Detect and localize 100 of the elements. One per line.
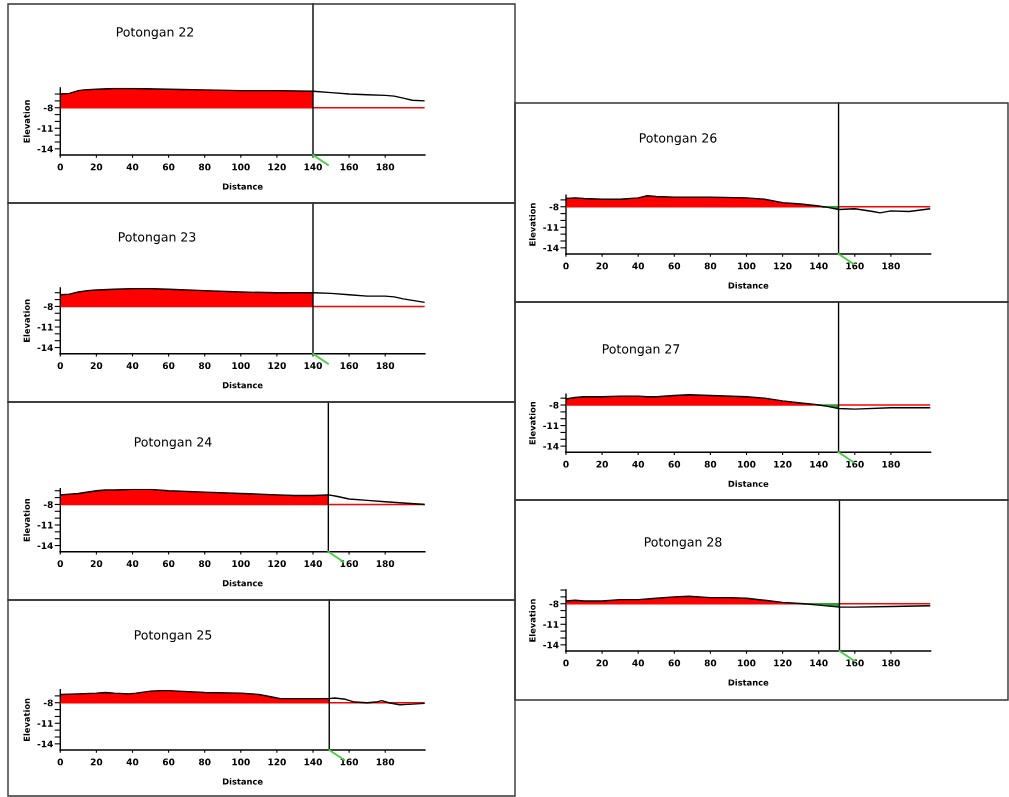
x-tick-label: 120	[774, 659, 792, 667]
x-tick-label: 180	[376, 362, 395, 370]
x-tick-label: 160	[340, 163, 359, 171]
y-tick-label: -14	[37, 542, 53, 549]
chart-title: Potongan 28	[644, 537, 722, 550]
x-tick-label: 140	[810, 659, 828, 667]
x-tick-label: 80	[198, 758, 211, 766]
x-tick-label: 100	[738, 460, 756, 468]
x-tick-label: 20	[90, 163, 103, 171]
x-tick-label: 180	[882, 460, 900, 468]
chart-title: Potongan 25	[134, 630, 212, 643]
x-tick-label: 80	[198, 560, 211, 568]
y-tick-label: -14	[543, 442, 559, 450]
x-tick-label: 20	[596, 460, 608, 468]
y-axis-title: Elevation	[23, 100, 30, 143]
x-tick-label: 20	[596, 659, 608, 667]
x-tick-label: 40	[126, 758, 139, 766]
y-tick-label: -11	[37, 125, 53, 132]
x-tick-label: 40	[126, 362, 139, 370]
x-tick-label: 40	[126, 163, 139, 171]
x-tick-label: 100	[232, 758, 250, 766]
x-tick-label: 120	[774, 460, 792, 468]
x-tick-label: 60	[668, 262, 681, 270]
chart-title: Potongan 23	[118, 232, 196, 245]
x-tick-label: 120	[268, 163, 286, 171]
x-tick-label: 0	[57, 758, 64, 766]
x-tick-label: 160	[846, 262, 864, 270]
x-tick-label: 120	[268, 560, 286, 568]
x-tick-label: 60	[162, 560, 175, 568]
y-tick-label: -14	[543, 244, 559, 252]
x-tick-label: 80	[704, 262, 717, 270]
y-axis-title: Elevation	[23, 299, 30, 342]
x-tick-label: 0	[563, 659, 569, 667]
chart-title: Potongan 22	[116, 27, 194, 40]
y-tick-label: -11	[37, 521, 53, 529]
x-tick-label: 180	[882, 262, 900, 270]
y-tick-label: -8	[549, 600, 559, 608]
x-tick-label: 140	[810, 262, 828, 270]
y-axis-title: Elevation	[529, 203, 536, 246]
x-tick-label: 140	[810, 460, 828, 468]
x-tick-label: 80	[704, 659, 717, 667]
x-tick-label: 20	[90, 362, 103, 370]
x-tick-label: 140	[304, 758, 322, 766]
x-tick-label: 180	[376, 163, 395, 171]
x-tick-label: 40	[632, 262, 645, 270]
x-tick-label: 60	[162, 758, 175, 766]
y-tick-label: -11	[37, 323, 53, 331]
x-tick-label: 160	[846, 659, 864, 667]
x-tick-label: 40	[126, 560, 139, 568]
y-tick-label: -14	[37, 740, 53, 748]
x-tick-label: 40	[632, 659, 645, 667]
y-tick-label: -11	[543, 422, 559, 430]
x-tick-label: 120	[268, 362, 286, 370]
x-tick-label: 160	[340, 758, 359, 766]
x-tick-label: 140	[304, 362, 322, 370]
x-axis-title: Distance	[222, 579, 263, 587]
x-tick-label: 20	[90, 560, 103, 568]
x-tick-label: 180	[882, 659, 900, 667]
y-tick-label: -14	[37, 344, 53, 351]
y-axis-title: Elevation	[23, 498, 30, 542]
y-tick-label: -8	[43, 699, 53, 707]
x-tick-label: 80	[704, 460, 717, 468]
x-tick-label: 160	[846, 460, 864, 468]
x-tick-label: 20	[90, 758, 103, 766]
x-tick-label: 60	[668, 659, 681, 667]
y-axis-title: Elevation	[529, 401, 536, 445]
y-tick-label: -8	[43, 501, 53, 508]
x-tick-label: 0	[57, 560, 64, 568]
y-tick-label: -8	[549, 401, 559, 409]
x-axis-title: Distance	[222, 183, 263, 190]
y-tick-label: -8	[549, 203, 559, 211]
x-tick-label: 80	[198, 362, 211, 370]
y-tick-label: -14	[37, 145, 53, 153]
chart-title: Potongan 27	[602, 344, 680, 357]
y-tick-label: -11	[543, 621, 559, 628]
x-tick-label: 140	[304, 163, 322, 171]
x-tick-label: 0	[57, 362, 64, 370]
x-tick-label: 0	[57, 163, 64, 171]
x-tick-label: 100	[232, 163, 250, 171]
x-tick-label: 0	[563, 460, 569, 468]
x-axis-title: Distance	[728, 282, 769, 289]
x-axis-title: Distance	[222, 381, 263, 389]
x-tick-label: 160	[340, 362, 359, 370]
x-tick-label: 60	[162, 163, 175, 171]
y-tick-label: -8	[43, 104, 53, 112]
y-tick-label: -14	[543, 641, 559, 649]
chart-title: Potongan 26	[639, 133, 717, 146]
y-tick-label: -8	[43, 303, 53, 310]
chart-title: Potongan 24	[134, 437, 212, 450]
x-tick-label: 80	[198, 163, 211, 171]
x-tick-label: 100	[232, 362, 250, 370]
x-tick-label: 60	[668, 460, 681, 468]
x-tick-label: 100	[232, 560, 250, 568]
y-tick-label: -11	[543, 224, 559, 231]
x-axis-title: Distance	[728, 679, 769, 686]
x-tick-label: 20	[596, 262, 608, 270]
x-tick-label: 100	[738, 659, 756, 667]
x-tick-label: 120	[268, 758, 286, 766]
x-tick-label: 100	[738, 262, 756, 270]
x-tick-label: 0	[563, 262, 569, 270]
